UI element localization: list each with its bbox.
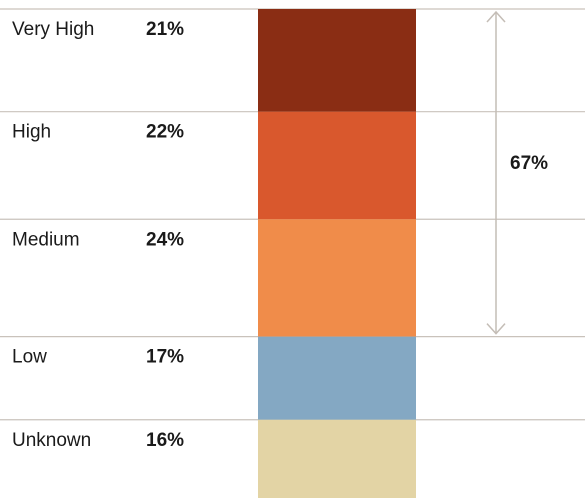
bracket-arrow-bottom-icon [486, 323, 506, 335]
category-label-medium: Medium [12, 229, 80, 250]
percentage-bracket: 67% [486, 10, 548, 335]
stacked-bar [258, 9, 416, 498]
category-label-high: High [12, 122, 51, 143]
value-label-medium: 24% [146, 229, 184, 250]
bar-segment-unknown [258, 419, 416, 498]
bar-segment-very-high [258, 9, 416, 112]
category-label-unknown: Unknown [12, 430, 91, 451]
value-label-low: 17% [146, 347, 184, 368]
category-label-low: Low [12, 347, 47, 368]
bar-segment-high [258, 111, 416, 220]
bracket-arrow-top-icon [486, 10, 506, 23]
bar-segment-low [258, 336, 416, 420]
category-label-very-high: Very High [12, 19, 94, 40]
value-label-very-high: 21% [146, 19, 184, 40]
bracket-total-label: 67% [510, 153, 548, 174]
bar-segment-medium [258, 219, 416, 337]
value-label-high: 22% [146, 122, 184, 143]
category-labels: Very High 21% High 22% Medium 24% Low 17% Unknow… [12, 19, 184, 451]
value-label-unknown: 16% [146, 430, 184, 451]
